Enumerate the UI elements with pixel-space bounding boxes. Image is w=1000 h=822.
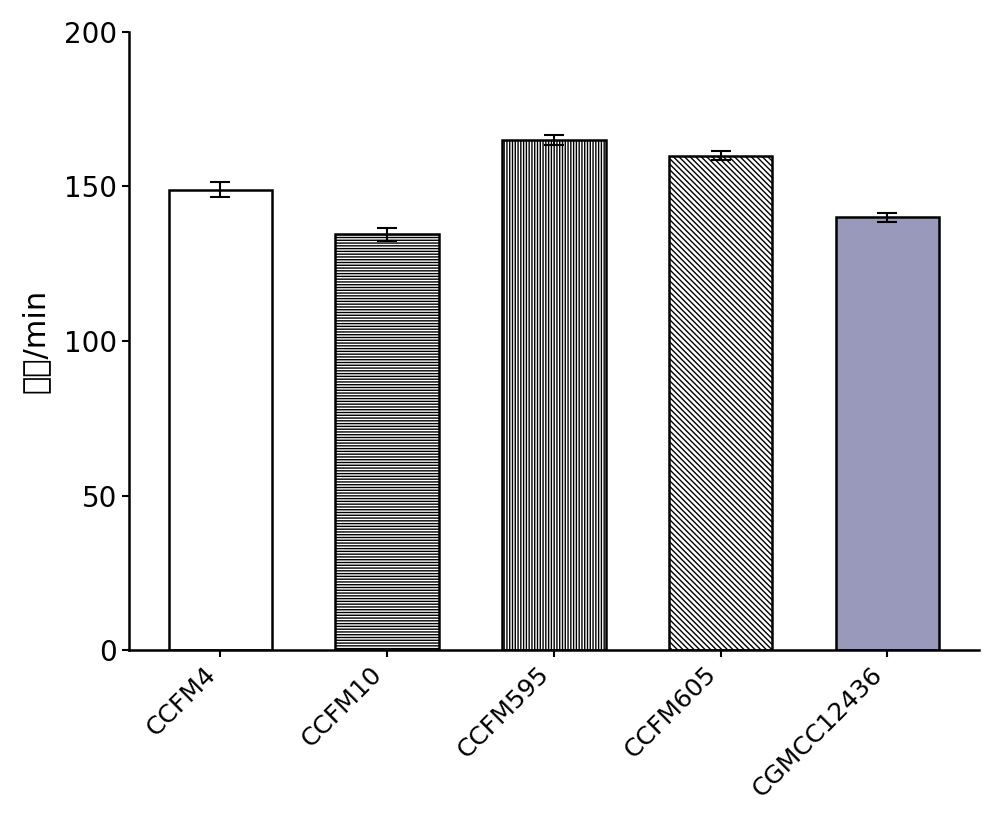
Y-axis label: 代时/min: 代时/min bbox=[21, 289, 50, 393]
Bar bbox=[169, 190, 272, 650]
Bar bbox=[502, 140, 606, 650]
Bar bbox=[669, 155, 772, 650]
Bar bbox=[335, 234, 439, 650]
Bar bbox=[836, 217, 939, 650]
